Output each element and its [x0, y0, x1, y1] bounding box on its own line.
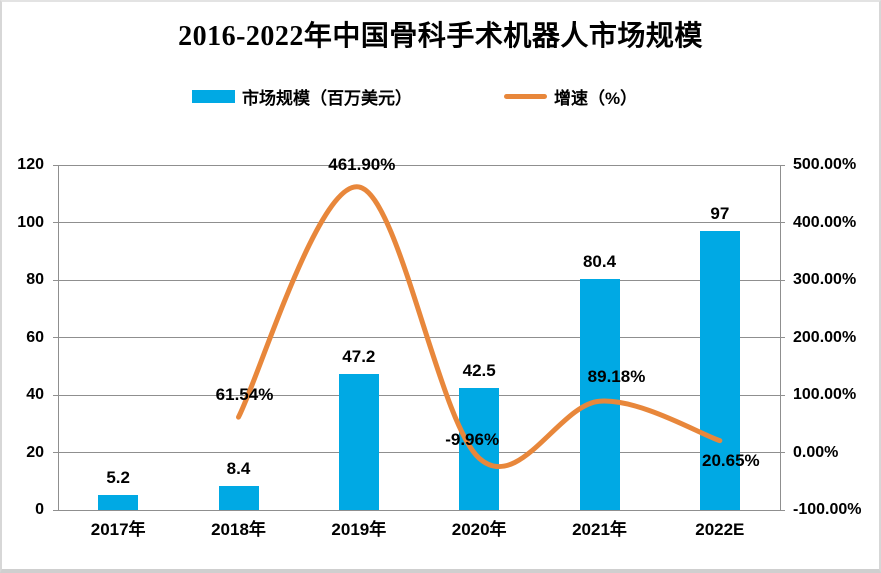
right-axis-tick	[780, 452, 785, 453]
left-axis-tick-label: 120	[17, 156, 44, 173]
left-axis-tick-label: 100	[17, 213, 44, 231]
gridline	[58, 452, 780, 453]
legend-label-growth-rate: 增速（%）	[554, 88, 638, 108]
plot-border	[58, 165, 781, 511]
right-axis-tick-label: 0.00%	[793, 443, 839, 461]
left-axis-tick-label: 40	[26, 386, 44, 403]
bar-2019年	[338, 374, 379, 510]
bar-value-label: 5.2	[106, 468, 130, 488]
x-axis-label: 2019年	[331, 520, 387, 539]
x-axis-label: 2022E	[695, 520, 745, 539]
x-axis-label: 2018年	[211, 520, 266, 539]
line-value-label: 61.54%	[215, 385, 274, 405]
bar-2021年	[579, 278, 620, 510]
right-axis-tick	[780, 222, 785, 223]
legend-line-swatch-icon	[504, 93, 547, 99]
x-axis-label: 2017年	[90, 520, 146, 539]
right-axis-tick-label: -100.00%	[793, 501, 862, 518]
gridline	[58, 222, 780, 223]
left-axis-tick	[53, 164, 58, 166]
left-axis-tick	[53, 452, 58, 453]
line-value-label: -9.96%	[445, 430, 500, 450]
legend-item-growth-rate: 增速（%）	[504, 85, 638, 108]
right-axis-tick	[780, 279, 785, 281]
bar-value-label: 97	[710, 204, 730, 224]
line-value-label: 461.90%	[328, 154, 396, 174]
legend-item-market-size: 市场规模（百万美元）	[192, 85, 412, 108]
legend-bar-swatch-icon	[192, 89, 235, 103]
bar-2022E	[699, 231, 740, 510]
left-axis-tick-label: 20	[26, 443, 44, 461]
bar-2020年	[459, 387, 500, 510]
bar-2018年	[218, 485, 259, 510]
line-value-label: 20.65%	[701, 450, 760, 470]
bar-value-label: 8.4	[226, 458, 251, 478]
bar-value-label: 47.2	[342, 347, 376, 367]
right-axis-tick-label: 200.00%	[793, 328, 857, 346]
left-axis-tick	[53, 394, 58, 396]
bar-value-label: 42.5	[462, 360, 496, 380]
left-axis-tick-label: 0	[35, 501, 44, 518]
right-axis-tick-label: 100.00%	[793, 386, 857, 403]
right-axis-tick-label: 300.00%	[793, 271, 857, 288]
left-axis-tick-label: 60	[26, 328, 44, 346]
x-axis-label: 2021年	[572, 520, 627, 539]
left-axis-tick	[53, 222, 58, 223]
left-axis-tick-label: 80	[26, 271, 44, 288]
right-axis-tick	[780, 509, 785, 511]
bar-2017年	[98, 495, 139, 510]
left-axis-tick	[53, 509, 58, 511]
line-value-label: 89.18%	[587, 367, 646, 387]
gridline	[58, 394, 780, 396]
right-axis-tick	[780, 394, 785, 396]
left-axis-tick	[53, 279, 58, 281]
bar-value-label: 80.4	[582, 251, 617, 271]
x-axis-label: 2020年	[451, 520, 507, 539]
left-axis-tick	[53, 337, 58, 338]
right-axis-tick-label: 400.00%	[793, 213, 857, 231]
legend-label-market-size: 市场规模（百万美元）	[242, 88, 412, 108]
right-axis-tick	[780, 337, 785, 338]
gridline	[58, 279, 780, 281]
right-axis-tick	[780, 164, 785, 166]
gridline	[58, 337, 780, 338]
chart-title: 2016-2022年中国骨科手术机器人市场规模	[178, 21, 703, 52]
right-axis-tick-label: 500.00%	[793, 156, 857, 173]
